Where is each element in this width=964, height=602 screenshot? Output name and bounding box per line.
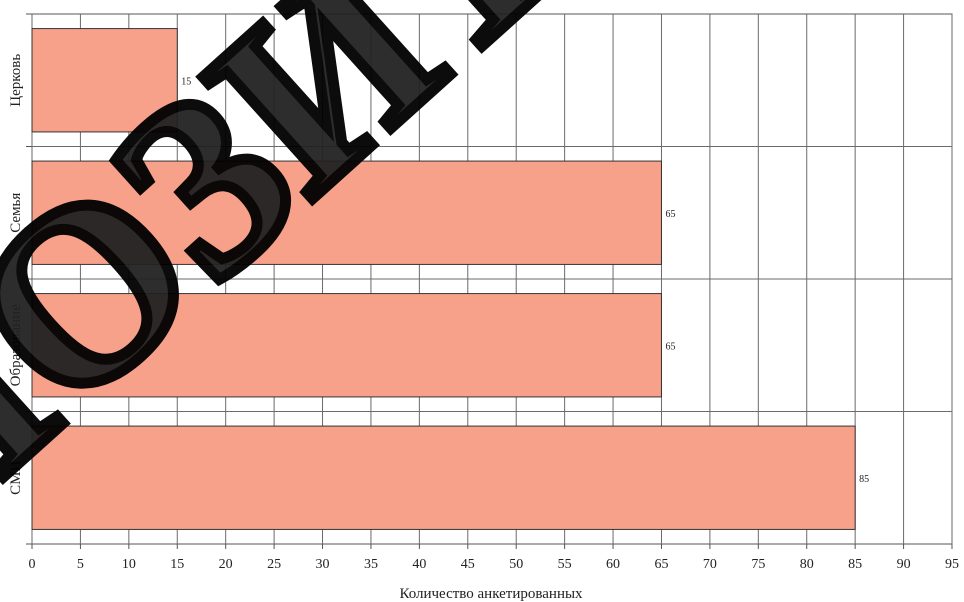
x-tick-label: 30 xyxy=(316,557,330,572)
x-tick-label: 95 xyxy=(945,557,959,572)
x-tick-label: 75 xyxy=(751,557,765,572)
x-tick-label: 15 xyxy=(170,557,184,572)
category-label: Семья xyxy=(8,193,24,233)
category-label: Церковь xyxy=(8,54,24,107)
bar xyxy=(31,425,856,530)
x-tick-label: 65 xyxy=(654,557,668,572)
x-tick-label: 40 xyxy=(412,557,426,572)
bar xyxy=(31,160,662,265)
data-label: 65 xyxy=(665,209,675,220)
x-tick-label: 60 xyxy=(606,557,620,572)
x-tick-label: 25 xyxy=(267,557,281,572)
data-label: 65 xyxy=(665,341,675,352)
x-tick-label: 35 xyxy=(364,557,378,572)
x-tick-label: 20 xyxy=(219,557,233,572)
x-tick-label: 85 xyxy=(848,557,862,572)
x-tick-label: 50 xyxy=(509,557,523,572)
x-tick-label: 70 xyxy=(703,557,717,572)
x-tick-label: 5 xyxy=(77,557,84,572)
bar xyxy=(31,293,662,398)
category-label: СМИ xyxy=(8,461,24,495)
data-label: 85 xyxy=(859,474,869,485)
bar xyxy=(31,28,178,133)
data-label: 15 xyxy=(181,76,191,87)
x-tick-label: 45 xyxy=(461,557,475,572)
data-labels: 15 65 65 85 xyxy=(181,76,869,485)
bars xyxy=(31,28,856,530)
category-label: Образование xyxy=(8,304,24,387)
category-labels: Церковь Семья Образование СМИ xyxy=(8,54,24,495)
x-tick-label: 10 xyxy=(122,557,136,572)
x-tick-label: 80 xyxy=(800,557,814,572)
x-tick-label: 55 xyxy=(558,557,572,572)
x-axis-ticks: 0 5 10 15 20 25 30 35 40 45 50 55 60 65 70 75 80 85 90 95 xyxy=(29,544,959,572)
x-axis-title: Количество анкетированных xyxy=(399,586,583,602)
x-tick-label: 0 xyxy=(29,557,36,572)
x-tick-label: 90 xyxy=(897,557,911,572)
